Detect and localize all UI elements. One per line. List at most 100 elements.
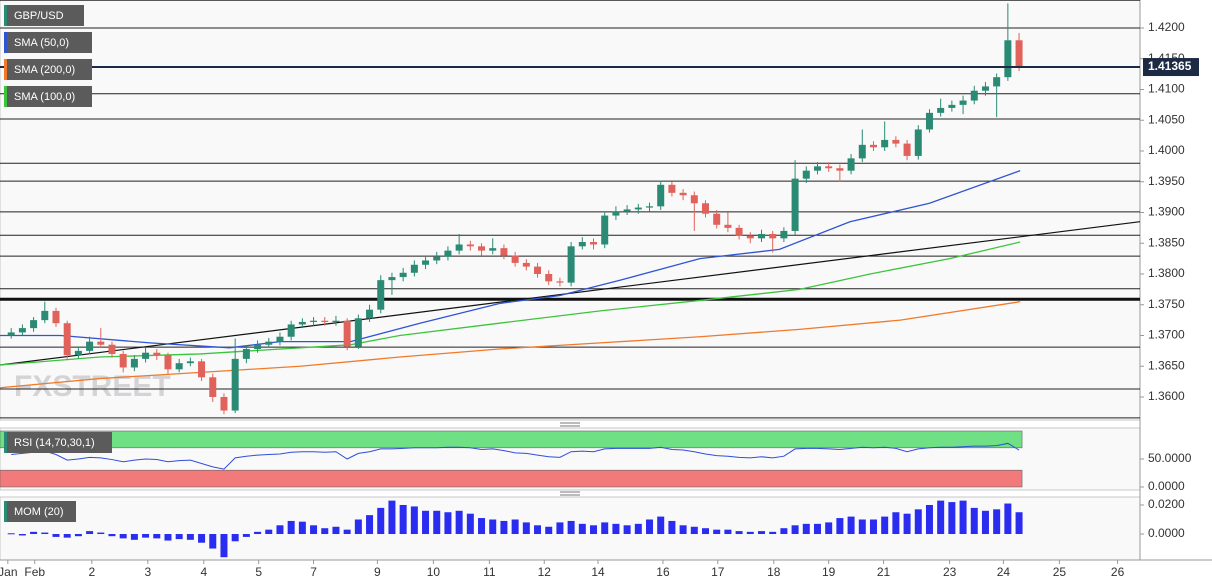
momentum-bar <box>948 502 956 535</box>
sma-line <box>0 241 1021 366</box>
candle-body <box>735 227 743 236</box>
momentum-bar <box>914 509 922 535</box>
legend-swatch <box>4 59 7 80</box>
candle-body <box>343 320 351 347</box>
momentum-bar <box>399 504 407 535</box>
momentum-bar <box>702 528 710 535</box>
momentum-bar <box>757 531 765 535</box>
x-tick-label: 26 <box>1111 565 1125 579</box>
candle-body <box>478 246 486 251</box>
candle-body <box>836 168 844 171</box>
indicator-label: RSI (14,70,30,1) <box>14 437 95 449</box>
momentum-bar <box>522 522 530 535</box>
momentum-bar <box>780 528 788 535</box>
current-price-box <box>1143 58 1199 77</box>
y-tick-label: 50.0000 <box>1148 451 1192 465</box>
candle-body <box>63 323 71 356</box>
indicator-label: MOM (20) <box>14 506 64 518</box>
candle-body <box>813 166 821 171</box>
legend-label: SMA (50,0) <box>14 37 69 49</box>
candle-body <box>287 324 295 337</box>
candle-body <box>679 192 687 196</box>
candle-body <box>858 144 866 159</box>
x-tick-label: 17 <box>711 565 725 579</box>
momentum-bar <box>321 528 329 535</box>
x-tick-label: 14 <box>591 565 605 579</box>
x-tick-label: 23 <box>943 565 957 579</box>
candle-body <box>164 355 172 370</box>
y-tick-label: 1.3900 <box>1148 205 1185 219</box>
y-tick-label: 1.3750 <box>1148 297 1185 311</box>
momentum-bar <box>265 529 273 535</box>
sma-line <box>0 170 1021 349</box>
momentum-bar <box>668 520 676 535</box>
sma-line <box>0 301 1021 389</box>
x-tick-label: 16 <box>656 565 670 579</box>
rsi-band <box>0 430 1023 449</box>
momentum-bar <box>119 534 127 539</box>
candle-body <box>780 230 788 239</box>
legend-label: SMA (200,0) <box>14 64 75 76</box>
momentum-bar <box>86 531 94 535</box>
candle-body <box>612 211 620 216</box>
momentum-bar <box>590 525 598 535</box>
candle-body <box>702 203 710 214</box>
candle-body <box>847 158 855 171</box>
candle-body <box>993 77 1001 87</box>
x-tick-label: 7 <box>310 565 317 579</box>
momentum-bar <box>175 534 183 540</box>
candle-body <box>925 112 933 130</box>
candle-body <box>578 242 586 247</box>
candle-body <box>892 139 900 144</box>
candle-body <box>545 273 553 282</box>
momentum-bar <box>813 523 821 535</box>
momentum-bar <box>903 513 911 535</box>
candle-body <box>422 260 430 265</box>
x-tick-label: 11 <box>483 565 496 579</box>
momentum-bar <box>657 516 665 535</box>
candle-body <box>1015 40 1023 68</box>
momentum-bar <box>276 525 284 535</box>
momentum-bar <box>1004 503 1012 535</box>
candle-body <box>97 341 105 345</box>
candle-body <box>242 349 250 359</box>
y-tick-label: 1.4050 <box>1148 112 1185 126</box>
momentum-bar <box>735 531 743 535</box>
candle-body <box>455 244 463 251</box>
momentum-bar <box>724 529 732 535</box>
candle-body <box>321 320 329 322</box>
candle-body <box>937 107 945 113</box>
momentum-bar <box>97 532 105 535</box>
momentum-bar <box>802 523 810 535</box>
x-tick-label: 18 <box>767 565 781 579</box>
momentum-bar <box>130 534 138 540</box>
candle-body <box>903 143 911 156</box>
momentum-bar <box>646 519 654 535</box>
y-tick-label: 0.0000 <box>1148 526 1185 540</box>
candle-body <box>366 309 374 319</box>
momentum-bar <box>366 515 374 535</box>
momentum-bar <box>254 531 262 535</box>
x-tick-label: 19 <box>822 565 836 579</box>
momentum-bar <box>534 525 542 535</box>
candle-body <box>433 256 441 261</box>
candle-body <box>970 90 978 101</box>
candle-body <box>209 377 217 397</box>
candle-body <box>522 262 530 267</box>
momentum-bar <box>41 532 49 535</box>
momentum-bar <box>220 534 228 558</box>
momentum-bar <box>769 531 777 535</box>
momentum-bar <box>601 522 609 535</box>
candle-body <box>657 184 665 207</box>
candle-body <box>332 320 340 322</box>
momentum-bar <box>242 534 250 537</box>
candle-body <box>713 213 721 225</box>
x-tick-label: 10 <box>427 565 441 579</box>
x-tick-label: 21 <box>877 565 891 579</box>
momentum-bar <box>511 519 519 535</box>
momentum-bar <box>7 533 15 535</box>
candle-body <box>108 344 116 354</box>
x-tick-label: 3 <box>144 565 151 579</box>
momentum-bar <box>410 506 418 535</box>
y-tick-label: 1.4200 <box>1148 20 1185 34</box>
